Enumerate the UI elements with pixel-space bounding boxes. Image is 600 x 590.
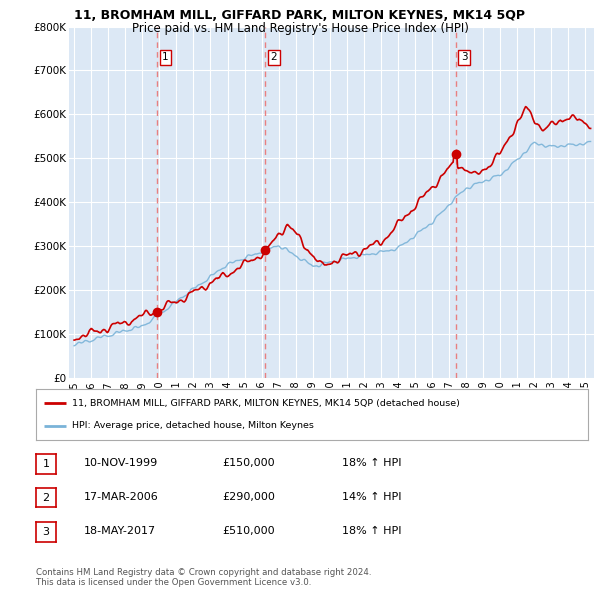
Text: Contains HM Land Registry data © Crown copyright and database right 2024.
This d: Contains HM Land Registry data © Crown c… xyxy=(36,568,371,587)
Text: 2: 2 xyxy=(271,53,277,63)
Text: £510,000: £510,000 xyxy=(222,526,275,536)
Text: 1: 1 xyxy=(43,459,49,469)
Text: 18% ↑ HPI: 18% ↑ HPI xyxy=(342,458,401,468)
Text: 1: 1 xyxy=(162,53,169,63)
Text: HPI: Average price, detached house, Milton Keynes: HPI: Average price, detached house, Milt… xyxy=(72,421,314,430)
Text: 11, BROMHAM MILL, GIFFARD PARK, MILTON KEYNES, MK14 5QP (detached house): 11, BROMHAM MILL, GIFFARD PARK, MILTON K… xyxy=(72,399,460,408)
Text: 18-MAY-2017: 18-MAY-2017 xyxy=(84,526,156,536)
Text: 17-MAR-2006: 17-MAR-2006 xyxy=(84,492,159,502)
Text: 14% ↑ HPI: 14% ↑ HPI xyxy=(342,492,401,502)
Text: £290,000: £290,000 xyxy=(222,492,275,502)
Text: 10-NOV-1999: 10-NOV-1999 xyxy=(84,458,158,468)
Text: 11, BROMHAM MILL, GIFFARD PARK, MILTON KEYNES, MK14 5QP: 11, BROMHAM MILL, GIFFARD PARK, MILTON K… xyxy=(74,9,526,22)
Text: 3: 3 xyxy=(461,53,467,63)
Text: £150,000: £150,000 xyxy=(222,458,275,468)
Text: Price paid vs. HM Land Registry's House Price Index (HPI): Price paid vs. HM Land Registry's House … xyxy=(131,22,469,35)
Text: 2: 2 xyxy=(43,493,49,503)
Text: 3: 3 xyxy=(43,527,49,537)
Text: 18% ↑ HPI: 18% ↑ HPI xyxy=(342,526,401,536)
